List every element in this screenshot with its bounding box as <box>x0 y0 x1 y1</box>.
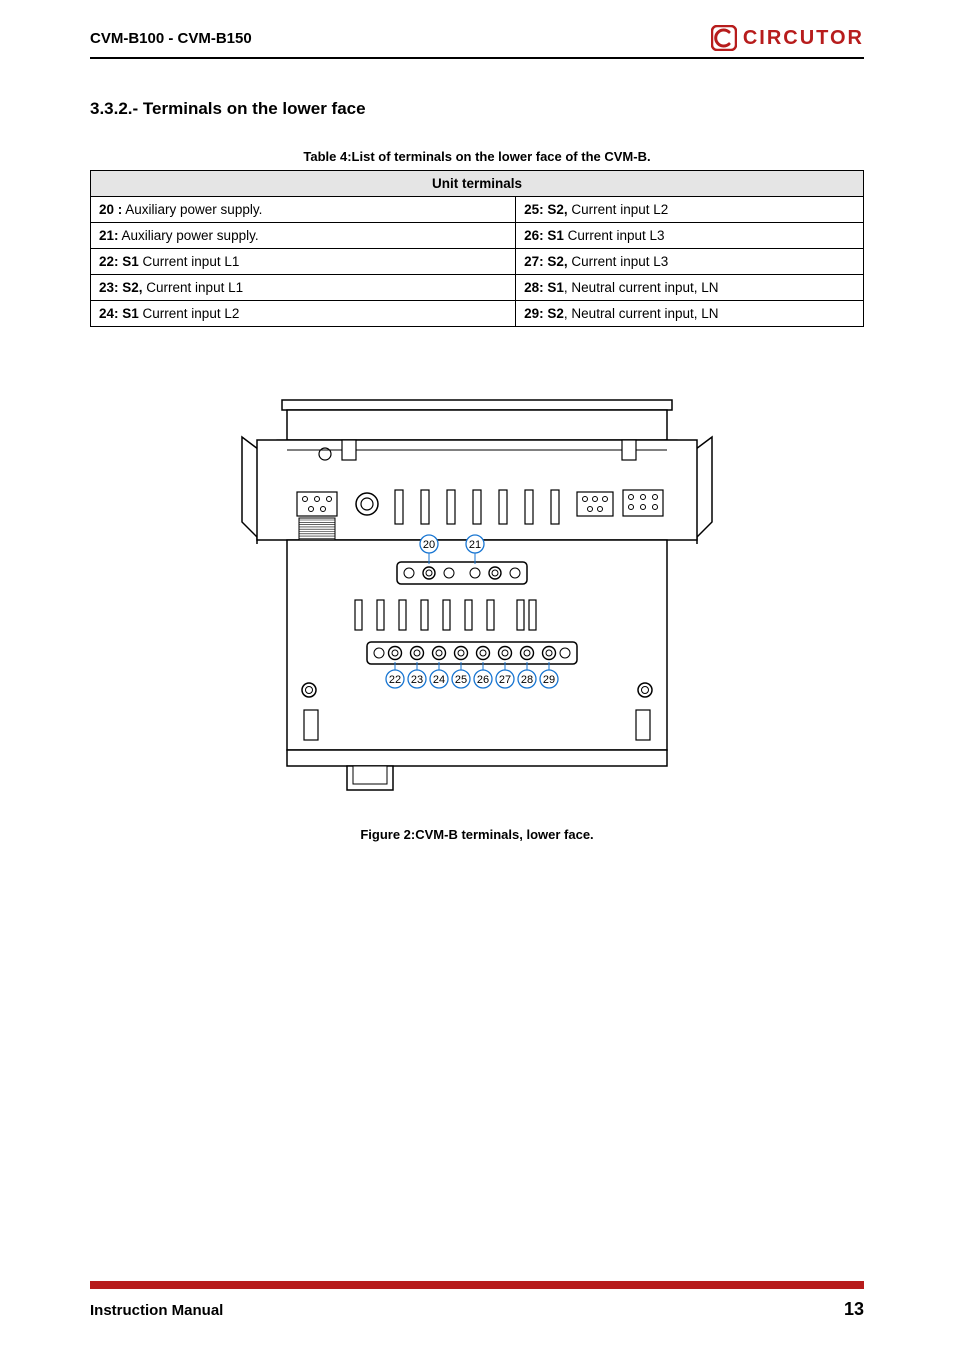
svg-text:23: 23 <box>411 674 423 686</box>
page-footer: Instruction Manual 13 <box>90 1281 864 1320</box>
table-row: 24: S1 Current input L229: S2, Neutral c… <box>91 301 864 327</box>
svg-text:22: 22 <box>389 674 401 686</box>
brand-logo: CIRCUTOR <box>711 25 864 51</box>
table-row: 23: S2, Current input L128: S1, Neutral … <box>91 275 864 301</box>
table-cell-left: 24: S1 Current input L2 <box>91 301 516 327</box>
table-cell-right: 28: S1, Neutral current input, LN <box>516 275 864 301</box>
brand-name: CIRCUTOR <box>743 27 864 50</box>
svg-text:26: 26 <box>477 674 489 686</box>
svg-text:24: 24 <box>433 674 445 686</box>
table-cell-left: 22: S1 Current input L1 <box>91 249 516 275</box>
table-cell-left: 21: Auxiliary power supply. <box>91 223 516 249</box>
table-cell-right: 26: S1 Current input L3 <box>516 223 864 249</box>
table-row: 20 : Auxiliary power supply.25: S2, Curr… <box>91 197 864 223</box>
terminals-table: Unit terminals 20 : Auxiliary power supp… <box>90 170 864 327</box>
section-heading: 3.3.2.- Terminals on the lower face <box>90 99 864 119</box>
table-row: 22: S1 Current input L127: S2, Current i… <box>91 249 864 275</box>
svg-text:20: 20 <box>423 539 435 551</box>
logo-icon <box>711 25 737 51</box>
svg-text:25: 25 <box>455 674 467 686</box>
footer-bar <box>90 1281 864 1289</box>
table-cell-right: 29: S2, Neutral current input, LN <box>516 301 864 327</box>
document-model: CVM-B100 - CVM-B150 <box>90 30 252 47</box>
svg-text:29: 29 <box>543 674 555 686</box>
svg-text:27: 27 <box>499 674 511 686</box>
terminal-diagram: 20 21 22 23 24 25 26 27 28 29 <box>227 382 727 802</box>
svg-text:21: 21 <box>469 539 481 551</box>
table-cell-left: 20 : Auxiliary power supply. <box>91 197 516 223</box>
table-cell-left: 23: S2, Current input L1 <box>91 275 516 301</box>
table-row: 21: Auxiliary power supply.26: S1 Curren… <box>91 223 864 249</box>
svg-text:28: 28 <box>521 674 533 686</box>
figure-caption: Figure 2:CVM-B terminals, lower face. <box>90 827 864 842</box>
table-cell-right: 25: S2, Current input L2 <box>516 197 864 223</box>
table-header: Unit terminals <box>91 171 864 197</box>
figure: 20 21 22 23 24 25 26 27 28 29 Figure 2:CVM-B term… <box>90 382 864 842</box>
page-number: 13 <box>844 1299 864 1320</box>
table-cell-right: 27: S2, Current input L3 <box>516 249 864 275</box>
table-caption: Table 4:List of terminals on the lower f… <box>90 149 864 164</box>
page-header: CVM-B100 - CVM-B150 CIRCUTOR <box>90 25 864 59</box>
footer-left: Instruction Manual <box>90 1302 223 1319</box>
